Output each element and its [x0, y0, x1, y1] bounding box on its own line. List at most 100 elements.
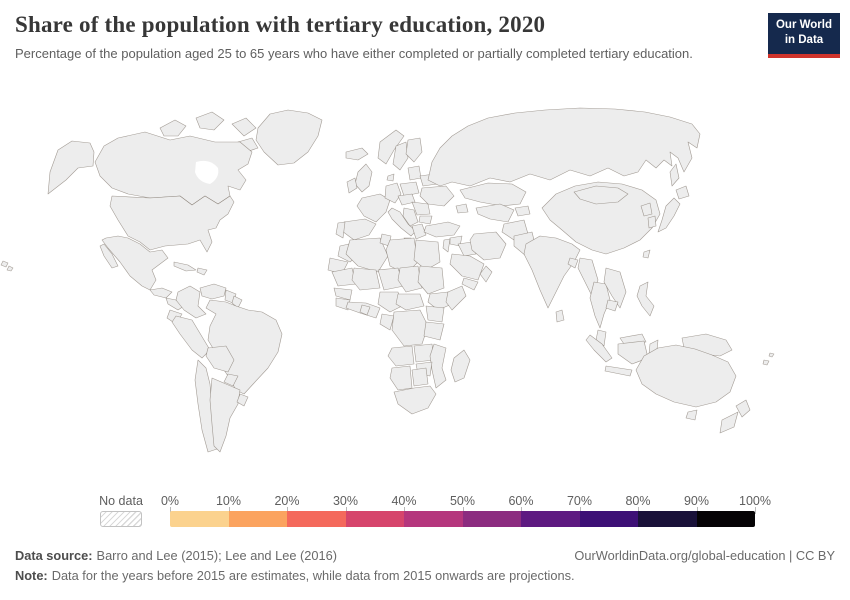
credit-link[interactable]: OurWorldinData.org/global-education | CC… [574, 548, 835, 563]
country-fiji[interactable] [768, 352, 775, 358]
country-dr-congo[interactable] [391, 309, 429, 347]
country-tanzania[interactable] [423, 321, 445, 341]
country-cuba[interactable] [173, 261, 197, 272]
country-canada[interactable] [94, 131, 253, 206]
country-united-states-alaska[interactable] [47, 140, 95, 195]
country-fiji[interactable] [762, 359, 770, 366]
country-kyrgyzstan-tajikistan[interactable] [514, 205, 531, 217]
country-oman[interactable] [479, 265, 493, 283]
country-sudan[interactable] [417, 265, 445, 295]
legend-bin-40-50%[interactable] [404, 511, 463, 527]
country-ethiopia[interactable] [427, 291, 453, 311]
country-uruguay[interactable] [236, 393, 249, 407]
country-russia-sakhalin[interactable] [669, 163, 680, 187]
country-botswana[interactable] [411, 367, 429, 387]
legend-bin-0-10%[interactable] [170, 511, 229, 527]
country-iran[interactable] [469, 231, 507, 261]
country-greenland[interactable] [255, 109, 323, 166]
country-bulgaria[interactable] [418, 215, 433, 225]
country-philippines[interactable] [636, 281, 655, 317]
legend-bin-90-100%[interactable] [696, 511, 755, 527]
country-somalia[interactable] [445, 285, 467, 311]
country-australia-tasmania[interactable] [685, 409, 698, 421]
country-kazakhstan[interactable] [459, 182, 527, 207]
legend-bin-60-70%[interactable] [521, 511, 580, 527]
country-venezuela[interactable] [199, 283, 227, 300]
country-cameroon-car[interactable] [395, 293, 425, 311]
legend-bin-50-60%[interactable] [462, 511, 521, 527]
country-iceland[interactable] [345, 147, 369, 161]
country-peru[interactable] [171, 315, 211, 359]
country-japan[interactable] [657, 197, 681, 233]
country-russia[interactable] [427, 107, 701, 187]
country-nigeria[interactable] [377, 291, 403, 313]
country-mongolia[interactable] [573, 185, 629, 205]
country-mexico[interactable] [101, 235, 169, 291]
country-new-zealand-south[interactable] [719, 411, 739, 434]
country-bangladesh[interactable] [567, 257, 579, 269]
country-balkans[interactable] [402, 207, 419, 227]
country-united-kingdom[interactable] [354, 163, 373, 193]
country-egypt[interactable] [413, 239, 441, 271]
country-laos-vietnam[interactable] [603, 267, 627, 309]
country-norway[interactable] [377, 129, 405, 165]
country-united-states[interactable] [109, 195, 235, 253]
country-mali[interactable] [351, 267, 381, 291]
country-madagascar[interactable] [450, 349, 471, 383]
country-turkmenistan-uzbekistan[interactable] [475, 203, 515, 223]
country-namibia[interactable] [389, 365, 413, 391]
country-south-korea[interactable] [647, 215, 657, 229]
owid-logo[interactable]: Our World in Data [768, 13, 840, 58]
country-algeria[interactable] [345, 237, 389, 273]
country-hispaniola[interactable] [196, 267, 208, 276]
country-yemen[interactable] [461, 277, 479, 291]
country-argentina[interactable] [209, 377, 241, 453]
country-uganda-kenya[interactable] [425, 305, 445, 323]
country-austria-czechia[interactable] [397, 193, 416, 206]
country-new-zealand-north[interactable] [735, 399, 751, 418]
country-greece[interactable] [411, 223, 427, 240]
legend-bin-10-20%[interactable] [228, 511, 287, 527]
country-saudi-arabia[interactable] [449, 253, 485, 281]
country-hungary-romania[interactable] [411, 201, 431, 216]
country-cambodia[interactable] [605, 299, 619, 312]
country-canada[interactable] [159, 119, 187, 137]
country-ghana[interactable] [359, 304, 371, 316]
legend-bin-20-30%[interactable] [287, 511, 346, 527]
country-australia[interactable] [635, 344, 737, 408]
country-gabon-congo[interactable] [379, 313, 395, 331]
country-malaysia-peninsula[interactable] [595, 329, 607, 347]
country-north-korea[interactable] [640, 202, 653, 217]
country-india[interactable] [523, 235, 581, 309]
country-guatemala-honduras[interactable] [149, 287, 173, 299]
country-denmark[interactable] [386, 173, 395, 182]
country-bolivia[interactable] [205, 345, 235, 373]
country-israel-jordan[interactable] [442, 238, 451, 253]
country-indonesia-java[interactable] [604, 365, 633, 377]
country-france[interactable] [356, 193, 391, 223]
legend-bin-70-80%[interactable] [579, 511, 638, 527]
country-japan-hokkaido[interactable] [675, 185, 690, 200]
country-united-states-hawaii[interactable] [6, 265, 14, 272]
country-united-states-hawaii[interactable] [0, 260, 9, 268]
country-baltic-states[interactable] [407, 165, 422, 181]
country-canada[interactable] [231, 117, 257, 137]
country-costa-rica-panama[interactable] [165, 297, 185, 311]
legend-bin-30-40%[interactable] [345, 511, 404, 527]
country-mexico-baja[interactable] [99, 243, 119, 269]
country-angola[interactable] [387, 345, 415, 367]
country-sri-lanka[interactable] [555, 309, 565, 323]
country-turkey[interactable] [423, 221, 461, 238]
country-germany[interactable] [384, 182, 402, 204]
country-spain[interactable] [341, 218, 377, 241]
country-italy[interactable] [387, 207, 417, 237]
country-colombia[interactable] [175, 285, 207, 319]
country-ukraine[interactable] [419, 185, 455, 207]
country-south-africa[interactable] [393, 385, 437, 415]
legend-bin-80-90%[interactable] [638, 511, 697, 527]
country-finland[interactable] [405, 137, 423, 163]
country-chad[interactable] [397, 265, 423, 293]
country-indonesia-borneo[interactable] [617, 340, 649, 365]
country-china[interactable] [541, 181, 661, 255]
country-indonesia-sumatra[interactable] [585, 334, 613, 363]
